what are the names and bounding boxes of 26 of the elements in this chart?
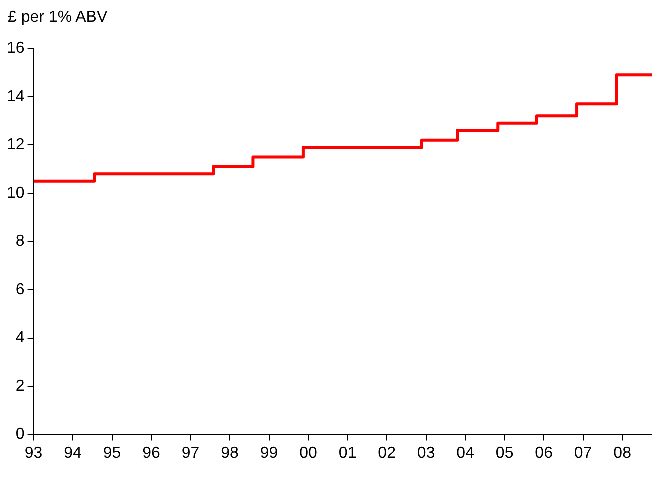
x-tick-label: 05 [496,444,514,462]
x-tick-label: 99 [260,444,278,462]
x-tick-label: 96 [142,444,161,462]
y-tick-label: 2 [16,378,25,395]
x-tick-label: 98 [221,444,240,462]
x-tick-label: 94 [64,444,82,462]
y-tick-label: 14 [7,88,25,106]
x-tick-label: 93 [24,444,43,462]
y-tick-label: 16 [7,40,25,58]
x-tick-label: 03 [417,444,436,462]
y-tick-label: 12 [7,136,25,154]
x-tick-label: 00 [300,444,318,462]
y-tick-label: 4 [16,330,25,347]
y-tick-label: 6 [16,281,25,298]
y-tick-label: 8 [16,233,25,250]
x-tick-label: 08 [614,444,632,462]
x-tick-label: 07 [574,444,592,462]
x-tick-label: 01 [338,444,357,462]
x-tick-label: 97 [182,444,200,462]
y-tick-label: 10 [7,184,25,202]
x-tick-label: 06 [535,444,554,462]
y-axis-title: £ per 1% ABV [8,8,109,28]
x-tick-label: 02 [378,444,396,462]
x-tick-label: 95 [103,444,122,462]
y-tick-label: 0 [16,426,25,444]
x-tick-label: 04 [456,444,475,462]
